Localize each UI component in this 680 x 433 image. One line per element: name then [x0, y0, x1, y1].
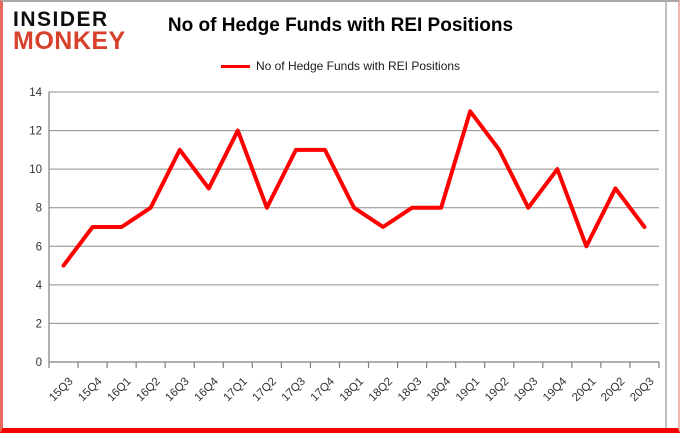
y-axis-tick-label: 10	[29, 164, 42, 176]
y-axis-tick-label: 14	[29, 87, 42, 99]
x-axis-tick-label: 15Q4	[76, 375, 105, 404]
x-axis-tick-label: 19Q4	[541, 375, 570, 404]
x-axis-tick-label: 16Q2	[134, 376, 162, 404]
logo-text-monkey: MONKEY	[13, 27, 126, 55]
y-axis-tick-label: 6	[36, 241, 42, 253]
insider-monkey-logo: INSIDER MONKEY	[13, 9, 126, 54]
legend-line-swatch	[220, 64, 250, 68]
chart-legend: No of Hedge Funds with REI Positions	[3, 59, 678, 73]
y-axis-tick-label: 12	[29, 126, 42, 138]
y-axis-tick-label: 8	[36, 203, 42, 215]
x-axis-tick-label: 17Q2	[251, 376, 279, 404]
x-axis-tick-label: 17Q4	[309, 375, 338, 404]
x-axis-tick-label: 16Q4	[192, 375, 221, 404]
x-axis-tick-label: 16Q3	[163, 376, 191, 404]
y-axis-tick-label: 0	[36, 357, 42, 369]
x-axis-tick-label: 18Q1	[338, 376, 366, 404]
legend-label: No of Hedge Funds with REI Positions	[255, 59, 461, 73]
x-axis-tick-label: 19Q1	[454, 376, 482, 404]
x-axis-tick-label: 15Q3	[47, 376, 75, 404]
y-axis-tick-label: 4	[36, 280, 43, 292]
x-axis-tick-label: 20Q3	[628, 376, 656, 404]
x-axis-tick-label: 20Q2	[599, 376, 627, 404]
x-axis-tick-label: 20Q1	[570, 376, 598, 404]
y-axis-tick-label: 2	[36, 318, 42, 330]
series-line	[61, 109, 647, 268]
x-axis-tick-label: 18Q3	[396, 376, 424, 404]
x-axis-tick-label: 19Q3	[512, 376, 540, 404]
x-axis-tick-label: 16Q1	[105, 376, 133, 404]
x-axis-tick-label: 17Q1	[222, 376, 250, 404]
x-axis-tick-label: 18Q4	[425, 375, 454, 404]
x-axis-tick-label: 18Q2	[367, 376, 395, 404]
chart-title: No of Hedge Funds with REI Positions	[167, 15, 514, 36]
x-axis-tick-label: 17Q3	[280, 376, 308, 404]
logo-text-insider: INSIDER	[13, 8, 109, 31]
x-axis-tick-label: 19Q2	[483, 376, 511, 404]
